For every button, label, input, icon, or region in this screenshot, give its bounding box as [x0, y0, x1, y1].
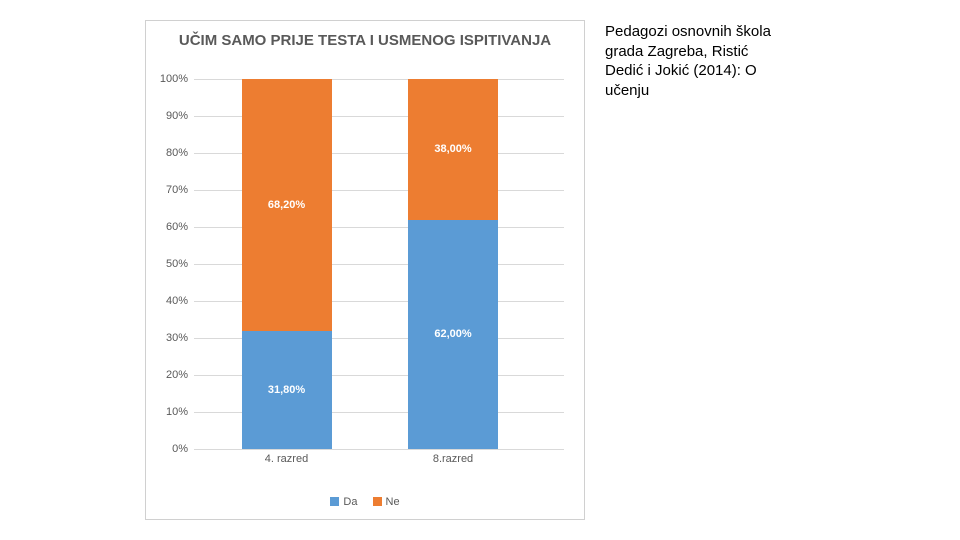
legend-label-ne: Ne: [386, 496, 400, 508]
bar-value-label: 68,20%: [268, 199, 305, 211]
chart-title: UČIM SAMO PRIJE TESTA I USMENOG ISPITIVA…: [146, 21, 584, 59]
legend-swatch-ne: [373, 497, 382, 506]
bar-segment-g8-da: 62,00%: [408, 220, 498, 449]
bar-segment-g8-ne: 38,00%: [408, 79, 498, 220]
bar-value-label: 31,80%: [268, 384, 305, 396]
legend: Da Ne: [146, 496, 584, 510]
y-tick-label: 70%: [166, 184, 188, 196]
y-tick-label: 100%: [160, 73, 188, 85]
plot-area: 0%10%20%30%40%50%60%70%80%90%100% 31,80%…: [194, 79, 564, 449]
bar-value-label: 38,00%: [434, 143, 471, 155]
y-tick-label: 60%: [166, 221, 188, 233]
gridline: [194, 449, 564, 450]
legend-item-da: Da: [330, 496, 357, 508]
legend-swatch-da: [330, 497, 339, 506]
y-tick-label: 0%: [172, 443, 188, 455]
bar-group-g8: 62,00% 38,00%: [408, 79, 498, 449]
legend-item-ne: Ne: [373, 496, 400, 508]
y-tick-label: 30%: [166, 332, 188, 344]
y-tick-label: 80%: [166, 147, 188, 159]
x-axis-label-g4: 4. razred: [265, 453, 308, 465]
bar-segment-g4-ne: 68,20%: [242, 79, 332, 331]
y-tick-label: 20%: [166, 369, 188, 381]
y-tick-label: 90%: [166, 110, 188, 122]
bar-group-g4: 31,80% 68,20%: [242, 79, 332, 449]
y-tick-label: 50%: [166, 258, 188, 270]
bar-segment-g4-da: 31,80%: [242, 331, 332, 449]
y-tick-label: 10%: [166, 406, 188, 418]
citation-text: Pedagozi osnovnih škola grada Zagreba, R…: [605, 22, 790, 100]
x-axis-labels: 4. razred 8.razred: [194, 453, 564, 473]
chart-container: UČIM SAMO PRIJE TESTA I USMENOG ISPITIVA…: [145, 20, 585, 520]
bar-value-label: 62,00%: [434, 328, 471, 340]
x-axis-label-g8: 8.razred: [433, 453, 473, 465]
legend-label-da: Da: [343, 496, 357, 508]
y-tick-label: 40%: [166, 295, 188, 307]
